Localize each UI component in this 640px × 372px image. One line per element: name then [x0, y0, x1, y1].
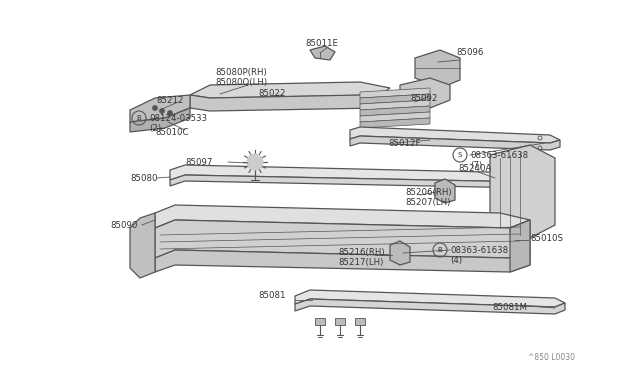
- Polygon shape: [130, 95, 190, 122]
- Text: 85022: 85022: [258, 89, 285, 97]
- Text: ^850 L0030: ^850 L0030: [528, 353, 575, 362]
- Text: 85097: 85097: [185, 157, 212, 167]
- Text: 85081M: 85081M: [492, 302, 527, 311]
- Text: S: S: [458, 152, 462, 158]
- Text: (7): (7): [470, 160, 482, 170]
- Text: 85080P(RH): 85080P(RH): [215, 67, 267, 77]
- Polygon shape: [155, 250, 530, 272]
- Text: 85081: 85081: [258, 292, 285, 301]
- Text: (2): (2): [149, 124, 161, 132]
- Text: 85207(LH): 85207(LH): [405, 198, 451, 206]
- Text: (4): (4): [450, 256, 462, 264]
- Polygon shape: [435, 179, 455, 203]
- Circle shape: [159, 109, 164, 113]
- Text: 85206(RH): 85206(RH): [405, 187, 452, 196]
- Circle shape: [247, 154, 263, 170]
- Text: 85217(LH): 85217(LH): [338, 259, 383, 267]
- Polygon shape: [155, 205, 530, 228]
- Polygon shape: [350, 136, 560, 150]
- Polygon shape: [510, 220, 530, 272]
- Text: B: B: [136, 115, 141, 121]
- Text: B: B: [438, 247, 442, 253]
- Text: 85080Q(LH): 85080Q(LH): [215, 77, 267, 87]
- Polygon shape: [130, 108, 190, 132]
- Polygon shape: [170, 165, 545, 182]
- Polygon shape: [390, 241, 410, 265]
- Text: 85096: 85096: [456, 48, 483, 57]
- Text: 85012F: 85012F: [388, 138, 420, 148]
- Text: 85010C: 85010C: [155, 128, 189, 137]
- Polygon shape: [490, 145, 555, 238]
- Polygon shape: [400, 78, 450, 108]
- Polygon shape: [295, 290, 565, 307]
- Polygon shape: [415, 50, 460, 88]
- Polygon shape: [170, 175, 545, 188]
- Polygon shape: [360, 94, 430, 104]
- Text: 85090: 85090: [110, 221, 138, 230]
- Polygon shape: [360, 88, 430, 98]
- Text: 85216(RH): 85216(RH): [338, 248, 385, 257]
- Polygon shape: [190, 82, 390, 98]
- Text: 85080: 85080: [130, 173, 157, 183]
- Polygon shape: [355, 318, 365, 325]
- Polygon shape: [360, 100, 430, 110]
- Polygon shape: [155, 220, 530, 258]
- Text: 85240A: 85240A: [458, 164, 492, 173]
- Polygon shape: [360, 112, 430, 122]
- Polygon shape: [335, 318, 345, 325]
- Text: 08124-03533: 08124-03533: [149, 113, 207, 122]
- Circle shape: [168, 110, 173, 115]
- Text: 85011E: 85011E: [305, 38, 338, 48]
- Text: 85010S: 85010S: [530, 234, 563, 243]
- Polygon shape: [360, 118, 430, 128]
- Text: 08363-61638: 08363-61638: [450, 246, 508, 254]
- Polygon shape: [190, 95, 390, 111]
- Polygon shape: [360, 106, 430, 116]
- Polygon shape: [310, 46, 335, 60]
- Circle shape: [152, 106, 157, 110]
- Polygon shape: [315, 318, 325, 325]
- Text: 08363-61638: 08363-61638: [470, 151, 528, 160]
- Text: 85212: 85212: [156, 96, 184, 105]
- Text: 85092: 85092: [410, 93, 437, 103]
- Polygon shape: [130, 213, 155, 278]
- Polygon shape: [295, 299, 565, 314]
- Polygon shape: [350, 127, 560, 143]
